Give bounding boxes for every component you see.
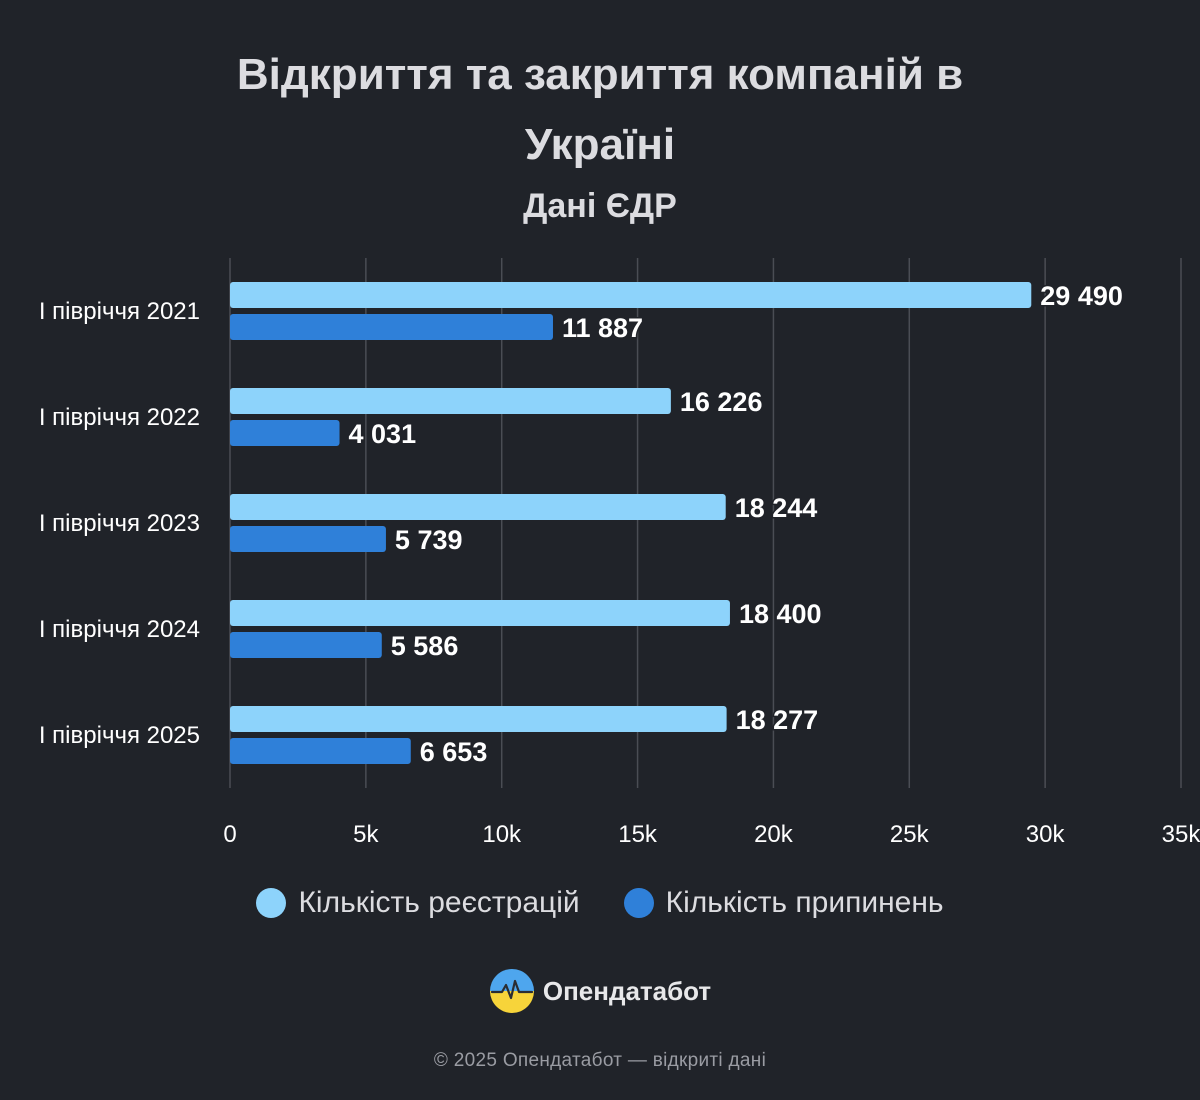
x-tick-label-5: 25k bbox=[890, 821, 930, 848]
opendatabot-logo-icon bbox=[489, 969, 534, 1013]
chart-legend: Кількість реєстрацій Кількість припинень bbox=[0, 886, 1200, 920]
value-label-terminations-4: 6 653 bbox=[420, 737, 488, 767]
category-label-2: I півріччя 2023 bbox=[39, 510, 200, 537]
value-label-terminations-3: 5 586 bbox=[391, 631, 459, 661]
bar-registrations-2 bbox=[230, 494, 726, 520]
bar-chart: 0 5k 10k 15k 20k 25k 30k 35k I півріччя 2021 29 4… bbox=[39, 258, 1200, 848]
value-label-registrations-2: 18 244 bbox=[735, 493, 818, 523]
x-tick-label-1: 5k bbox=[353, 821, 379, 848]
footer-copyright: © 2025 Опендатабот — відкриті дані bbox=[433, 1050, 767, 1071]
value-label-registrations-1: 16 226 bbox=[680, 387, 763, 417]
brand: Опендатабот bbox=[0, 968, 1200, 1014]
value-label-registrations-4: 18 277 bbox=[736, 705, 819, 735]
bar-terminations-3 bbox=[230, 632, 382, 658]
x-tick-label-4: 20k bbox=[754, 821, 794, 848]
legend-label-registrations: Кількість реєстрацій bbox=[298, 886, 580, 919]
category-label-1: I півріччя 2022 bbox=[39, 404, 200, 431]
legend-item-registrations[interactable]: Кількість реєстрацій bbox=[256, 886, 580, 920]
bar-terminations-4 bbox=[230, 738, 411, 764]
x-tick-label-3: 15k bbox=[618, 821, 658, 848]
bar-terminations-0 bbox=[230, 314, 553, 340]
legend-dot-registrations bbox=[256, 888, 287, 918]
x-tick-label-7: 35k bbox=[1162, 821, 1200, 848]
bar-terminations-2 bbox=[230, 526, 386, 552]
bar-registrations-1 bbox=[230, 388, 671, 414]
bar-registrations-4 bbox=[230, 706, 727, 732]
chart-title-line-1: Відкриття та закриття компаній в bbox=[236, 50, 964, 99]
x-tick-label-2: 10k bbox=[482, 821, 522, 848]
value-label-terminations-1: 4 031 bbox=[349, 419, 417, 449]
x-tick-label-6: 30k bbox=[1026, 821, 1066, 848]
value-label-registrations-0: 29 490 bbox=[1040, 281, 1123, 311]
x-tick-label-0: 0 bbox=[223, 821, 236, 848]
category-label-0: I півріччя 2021 bbox=[39, 298, 200, 325]
legend-item-terminations[interactable]: Кількість припинень bbox=[623, 886, 944, 920]
chart-title-line-2: Україні bbox=[524, 120, 676, 169]
chart-subtitle: Дані ЄДР bbox=[523, 187, 677, 225]
bar-registrations-3 bbox=[230, 600, 730, 626]
legend-dot-terminations bbox=[623, 888, 654, 918]
value-label-terminations-0: 11 887 bbox=[562, 313, 643, 343]
chart-title: Відкриття та закриття компаній в Україні bbox=[0, 40, 1200, 180]
category-label-3: I півріччя 2024 bbox=[39, 616, 200, 643]
legend-label-terminations: Кількість припинень bbox=[665, 886, 944, 919]
bar-terminations-1 bbox=[230, 420, 340, 446]
category-label-4: I півріччя 2025 bbox=[39, 722, 200, 749]
value-label-terminations-2: 5 739 bbox=[395, 525, 463, 555]
brand-name: Опендатабот bbox=[542, 975, 712, 1006]
value-label-registrations-3: 18 400 bbox=[739, 599, 822, 629]
bar-registrations-0 bbox=[230, 282, 1032, 308]
